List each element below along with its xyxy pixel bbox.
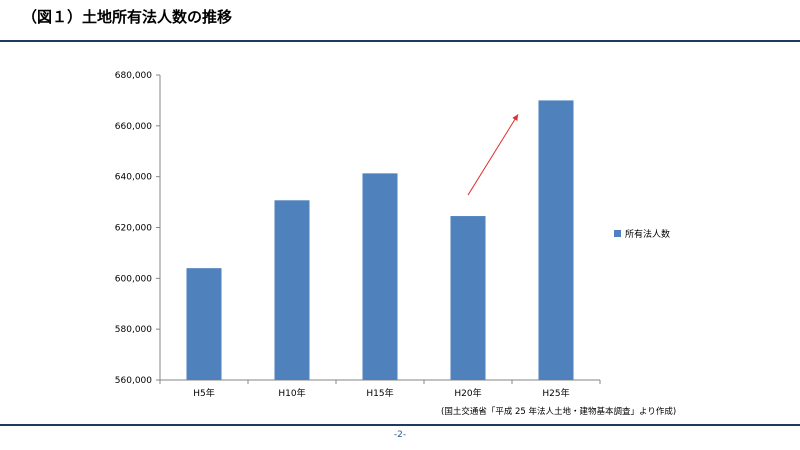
x-tick-label: H10年 — [278, 387, 305, 399]
bottom-divider — [0, 424, 800, 426]
y-tick-label: 600,000 — [115, 274, 152, 284]
page-number: -2- — [393, 430, 407, 440]
legend-label: 所有法人数 — [625, 230, 671, 240]
bar — [362, 173, 398, 380]
x-tick-label: H15年 — [366, 387, 393, 399]
y-tick-label: 680,000 — [115, 71, 152, 81]
bars — [186, 100, 574, 381]
source-note: (国土交通省「平成 25 年法人土地・建物基本調査」より作成) — [441, 407, 677, 417]
x-axis: H5年 H10年 H15年 H20年 H25年 — [159, 379, 601, 399]
legend: 所有法人数 — [614, 227, 670, 240]
y-axis: 560,000 580,000 600,000 620,000 640,000 660,0… — [115, 71, 161, 386]
y-tick-label: 620,000 — [115, 224, 152, 234]
bar — [538, 100, 574, 381]
trend-arrow — [467, 114, 519, 196]
x-tick-label: H5年 — [193, 387, 215, 399]
y-tick-label: 580,000 — [115, 325, 152, 335]
top-divider — [0, 40, 800, 42]
y-tick-label: 660,000 — [115, 122, 152, 132]
y-tick-label: 560,000 — [115, 376, 152, 386]
slide-title: （図１）土地所有法人数の推移 — [22, 8, 233, 26]
trend-arrow-line — [467, 114, 519, 196]
x-tick-label: H25年 — [542, 387, 569, 399]
y-tick-label: 640,000 — [115, 173, 152, 183]
legend-swatch — [614, 230, 621, 237]
bar — [274, 200, 310, 380]
x-tick-label: H20年 — [454, 387, 481, 399]
bar — [450, 216, 486, 380]
bar — [186, 268, 222, 380]
